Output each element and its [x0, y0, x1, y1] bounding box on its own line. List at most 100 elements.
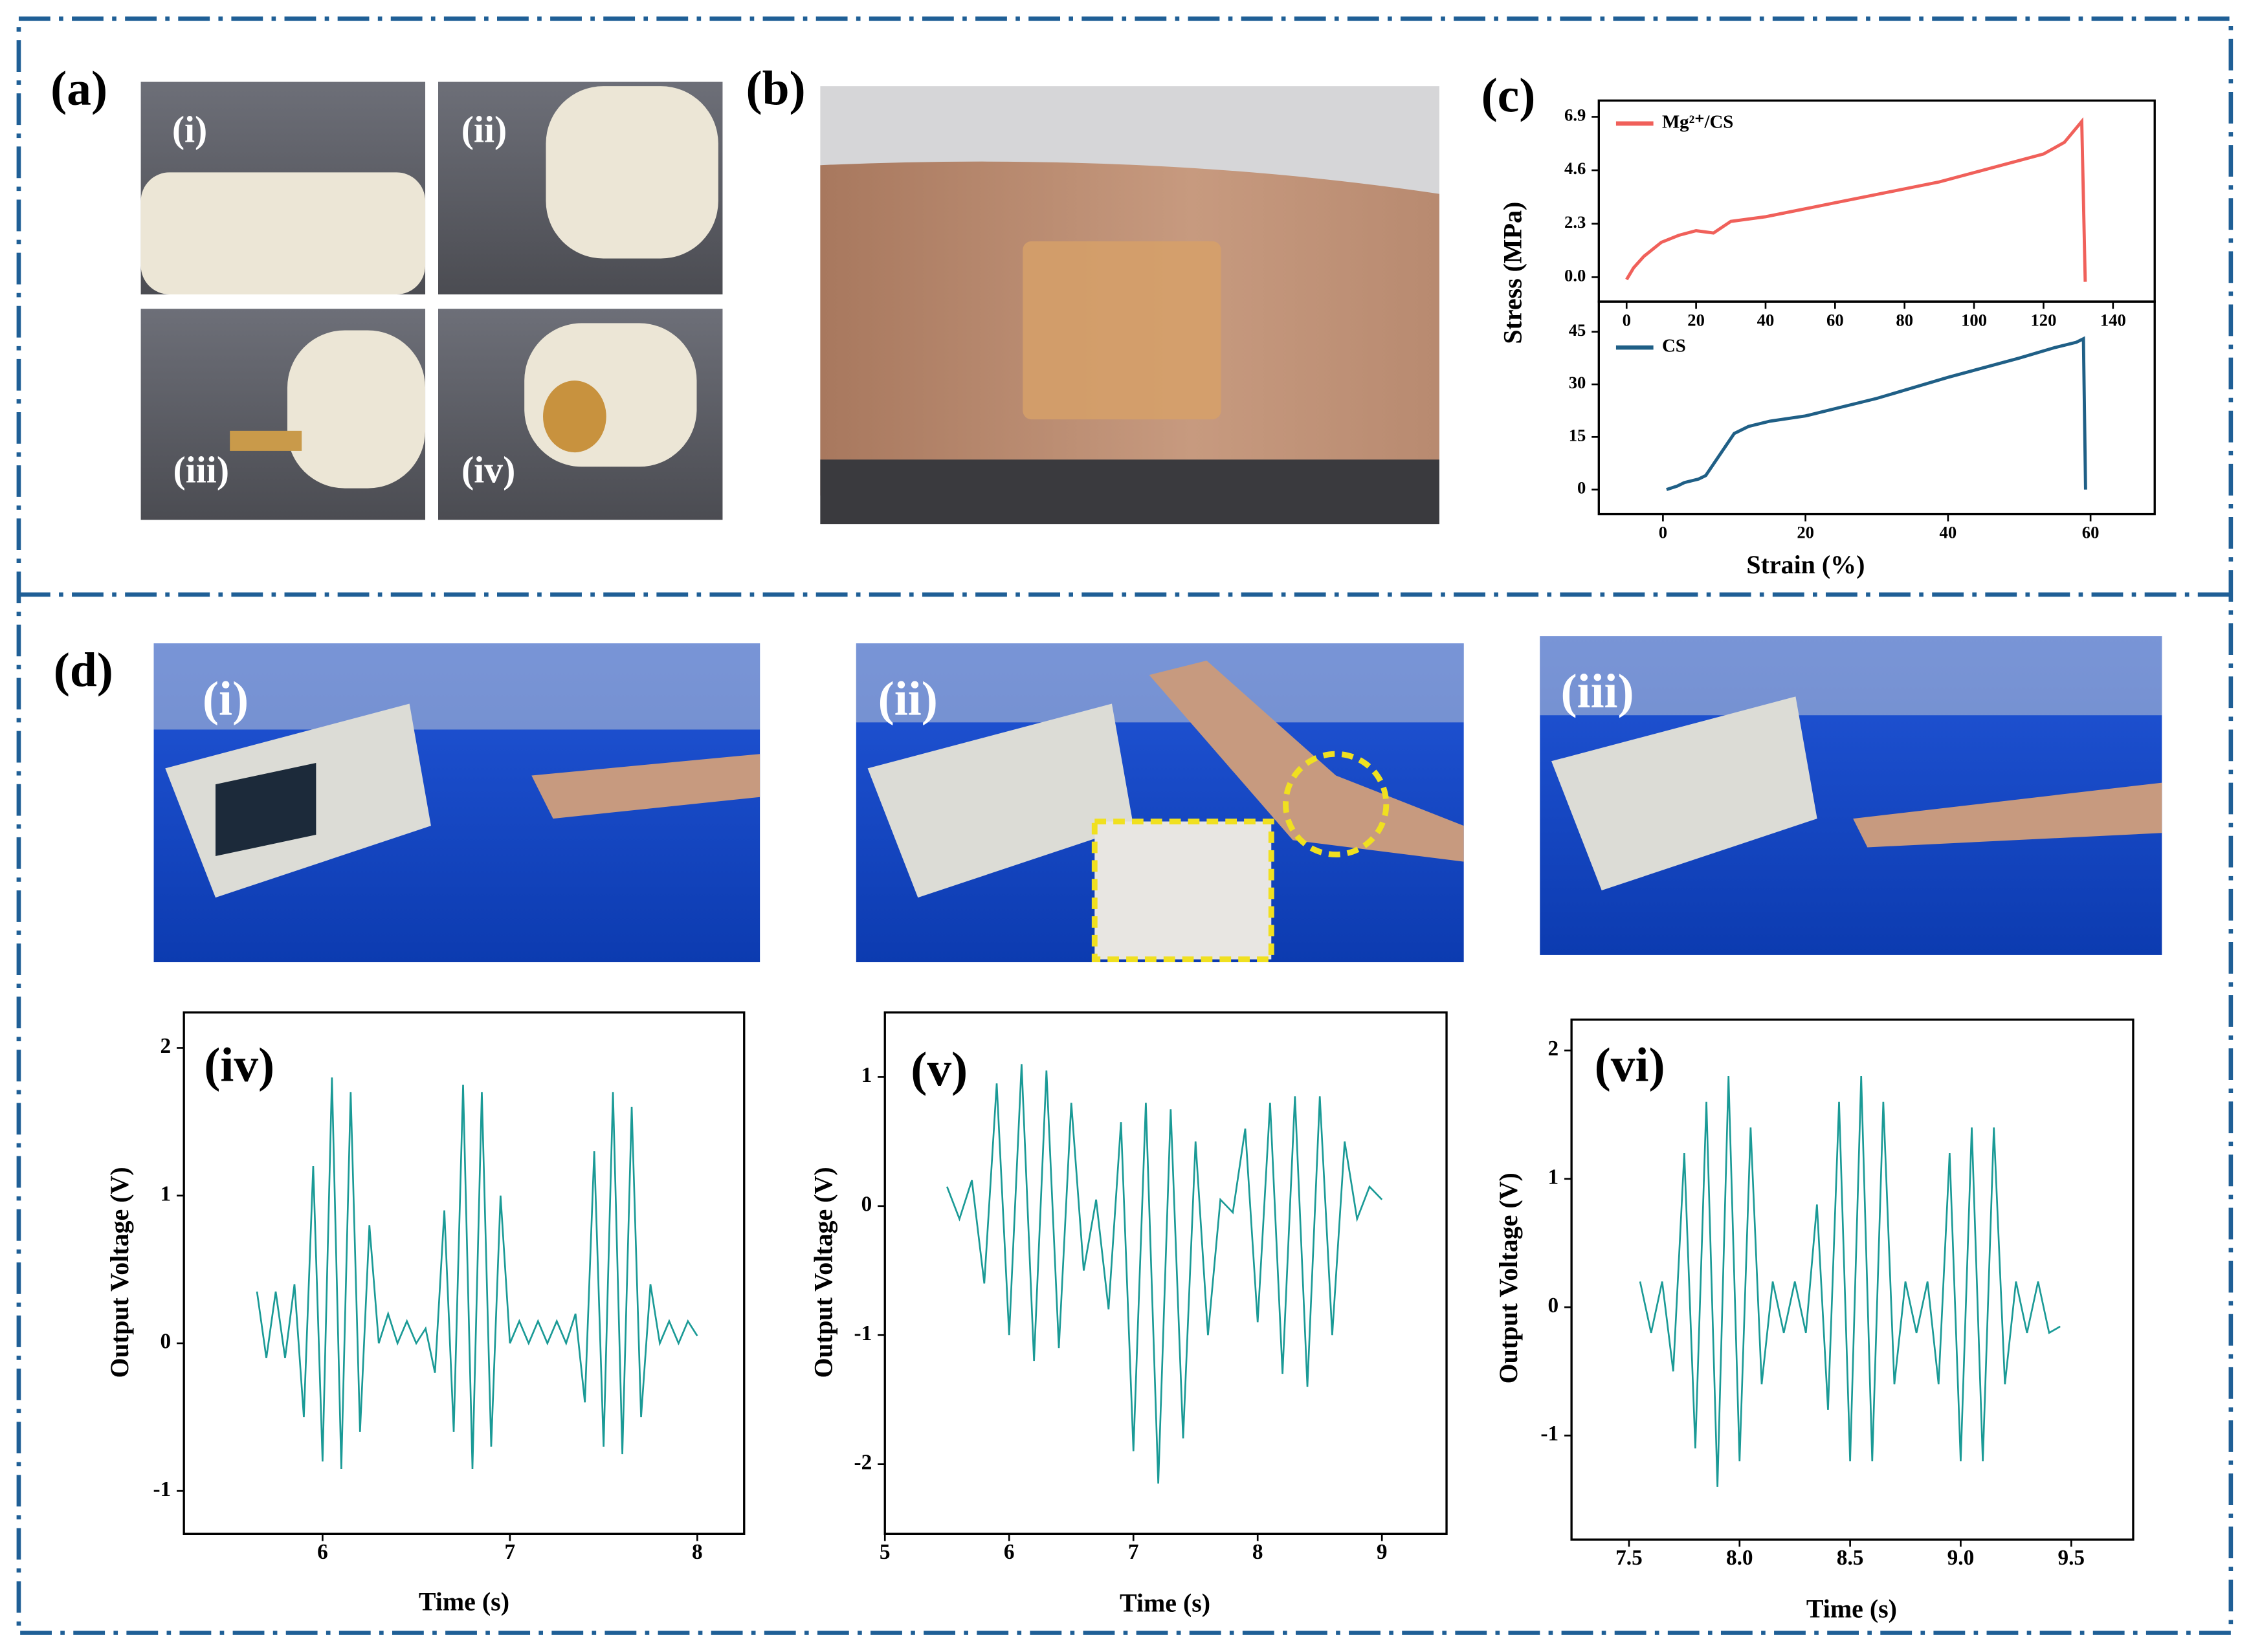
y-axis-label: Output Voltage (V)	[105, 1167, 134, 1378]
y-tick-label: 0	[161, 1330, 172, 1354]
glove	[140, 172, 426, 294]
x-tick-label: 0	[1659, 523, 1667, 542]
y-tick-label: 45	[1569, 320, 1586, 340]
y-tick-label: 4.6	[1564, 159, 1586, 178]
data-line	[1625, 117, 2087, 282]
y-tick-label: -2	[854, 1450, 872, 1474]
panel-label: (a)	[50, 62, 107, 116]
y-tick-label: 1	[861, 1063, 872, 1087]
photo-label: (i)	[172, 110, 207, 151]
film	[1023, 241, 1221, 420]
y-axis-label: Stress (MPa)	[1498, 202, 1527, 344]
legend-label: CS	[1662, 336, 1686, 357]
x-tick-label: 9	[1377, 1540, 1388, 1564]
legend-label: Mg²⁺/CS	[1662, 111, 1733, 132]
x-tick-label: 7	[505, 1540, 516, 1564]
photo-label: (iv)	[461, 450, 515, 491]
y-tick-label: 15	[1569, 425, 1586, 445]
x-tick-label: 6	[1004, 1540, 1015, 1564]
photo-b	[820, 86, 1439, 525]
x-tick-label: 40	[1757, 310, 1775, 329]
glove	[546, 86, 718, 259]
plot-frame	[883, 1011, 1448, 1536]
x-tick-label: 20	[1687, 310, 1705, 329]
inset	[1091, 819, 1274, 963]
annotation: (iv)	[204, 1039, 274, 1092]
x-tick-label: 100	[1961, 310, 1987, 329]
x-tick-label: 9.0	[1947, 1546, 1975, 1570]
y-tick-label: 2.3	[1564, 212, 1586, 232]
x-tick-label: 7	[1128, 1540, 1139, 1564]
film	[230, 430, 302, 451]
wall	[1540, 636, 2162, 716]
photo-label: (ii)	[878, 672, 938, 726]
plot-frame	[183, 1011, 746, 1536]
x-tick-label: 5	[880, 1540, 891, 1564]
y-tick-label: 1	[1548, 1165, 1559, 1189]
photo-label: (ii)	[461, 110, 507, 151]
table	[820, 459, 1439, 525]
film	[543, 380, 606, 453]
y-axis-label: Output Voltage (V)	[808, 1167, 837, 1378]
x-tick-label: 7.5	[1615, 1546, 1643, 1570]
x-tick-label: 80	[1896, 310, 1913, 329]
y-tick-label: -1	[854, 1321, 872, 1345]
x-tick-label: 8.0	[1726, 1546, 1753, 1570]
oscilloscope	[867, 703, 1134, 898]
data-line	[1666, 336, 2087, 491]
photo-label: (iii)	[1561, 665, 1634, 719]
y-tick-label: 2	[161, 1034, 172, 1058]
y-tick-label: 0.0	[1564, 265, 1586, 285]
annotation: (vi)	[1595, 1039, 1665, 1092]
photo-label: (i)	[203, 672, 249, 726]
y-tick-label: 30	[1569, 373, 1586, 392]
y-tick-label: -1	[1540, 1422, 1558, 1446]
x-tick-label: 9.5	[2057, 1546, 2085, 1570]
data-line	[256, 1077, 698, 1469]
arm	[531, 754, 760, 819]
x-axis-label: Strain (%)	[1746, 550, 1865, 579]
panel-label: (d)	[54, 643, 113, 697]
x-tick-label: 0	[1623, 310, 1631, 329]
x-tick-label: 40	[1940, 523, 1957, 542]
x-tick-label: 8.5	[1837, 1546, 1864, 1570]
x-tick-label: 60	[1826, 310, 1844, 329]
y-tick-label: 0	[1548, 1294, 1559, 1317]
arm	[1853, 782, 2162, 848]
x-axis-label: Time (s)	[1806, 1594, 1897, 1623]
outer-border	[16, 16, 2234, 1635]
x-tick-label: 120	[2030, 310, 2056, 329]
x-axis-label: Time (s)	[1120, 1588, 1210, 1617]
y-tick-label: -1	[153, 1477, 171, 1501]
x-tick-label: 8	[1252, 1540, 1263, 1564]
y-tick-label: 0	[861, 1192, 872, 1216]
y-tick-label: 1	[161, 1182, 172, 1206]
plot-frame	[1597, 300, 2156, 516]
photo-group-a	[140, 82, 723, 520]
annotation: (v)	[911, 1042, 968, 1096]
panel-label: (c)	[1481, 69, 1536, 123]
y-tick-label: 6.9	[1564, 105, 1586, 125]
screen	[215, 763, 316, 857]
y-tick-label: 0	[1577, 478, 1586, 498]
y-tick-label: 2	[1548, 1037, 1559, 1061]
highlight	[1283, 751, 1390, 857]
data-line	[1639, 1076, 2061, 1487]
x-tick-label: 8	[692, 1540, 703, 1564]
x-tick-label: 60	[2082, 523, 2100, 542]
x-tick-label: 6	[317, 1540, 328, 1564]
x-tick-label: 140	[2100, 310, 2126, 329]
plot-frame	[1570, 1019, 2135, 1541]
photo-label: (iii)	[173, 450, 230, 491]
data-line	[946, 1064, 1383, 1484]
oscilloscope	[1551, 696, 1817, 891]
glove	[287, 330, 426, 489]
wall	[153, 643, 760, 730]
x-tick-label: 20	[1797, 523, 1814, 542]
panel-label: (b)	[746, 62, 805, 116]
photo-group-d	[153, 636, 2162, 963]
y-axis-label: Output Voltage (V)	[1494, 1173, 1523, 1383]
x-axis-label: Time (s)	[419, 1587, 509, 1616]
